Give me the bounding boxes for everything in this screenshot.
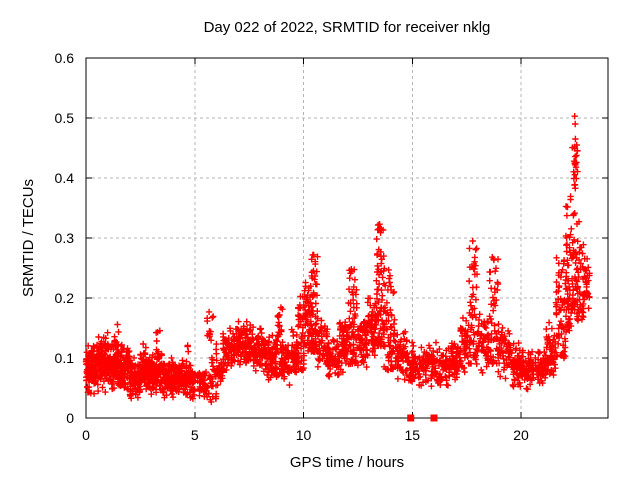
x-axis-label: GPS time / hours bbox=[290, 454, 404, 471]
y-tick-label: 0 bbox=[66, 410, 74, 426]
y-axis-label: SRMTID / TECUs bbox=[20, 179, 37, 297]
y-tick-labels: 0 0.1 0.2 0.3 0.4 0.5 0.6 bbox=[55, 50, 75, 426]
x-tick-label: 0 bbox=[82, 427, 90, 443]
x-tick-label: 20 bbox=[513, 427, 529, 443]
y-tick-label: 0.6 bbox=[55, 50, 75, 66]
x-tick-label: 15 bbox=[404, 427, 420, 443]
y-tick-label: 0.3 bbox=[55, 230, 75, 246]
x-tick-label: 5 bbox=[191, 427, 199, 443]
zero-flag-points bbox=[407, 414, 438, 422]
y-tick-label: 0.5 bbox=[55, 110, 75, 126]
y-tick-label: 0.1 bbox=[55, 350, 75, 366]
x-tick-label: 10 bbox=[296, 427, 312, 443]
y-tick-label: 0.4 bbox=[55, 170, 75, 186]
y-tick-label: 0.2 bbox=[55, 290, 75, 306]
chart-title: Day 022 of 2022, SRMTID for receiver nkl… bbox=[204, 19, 491, 36]
x-tick-labels: 0 5 10 15 20 bbox=[82, 427, 529, 443]
data-points bbox=[82, 113, 593, 406]
